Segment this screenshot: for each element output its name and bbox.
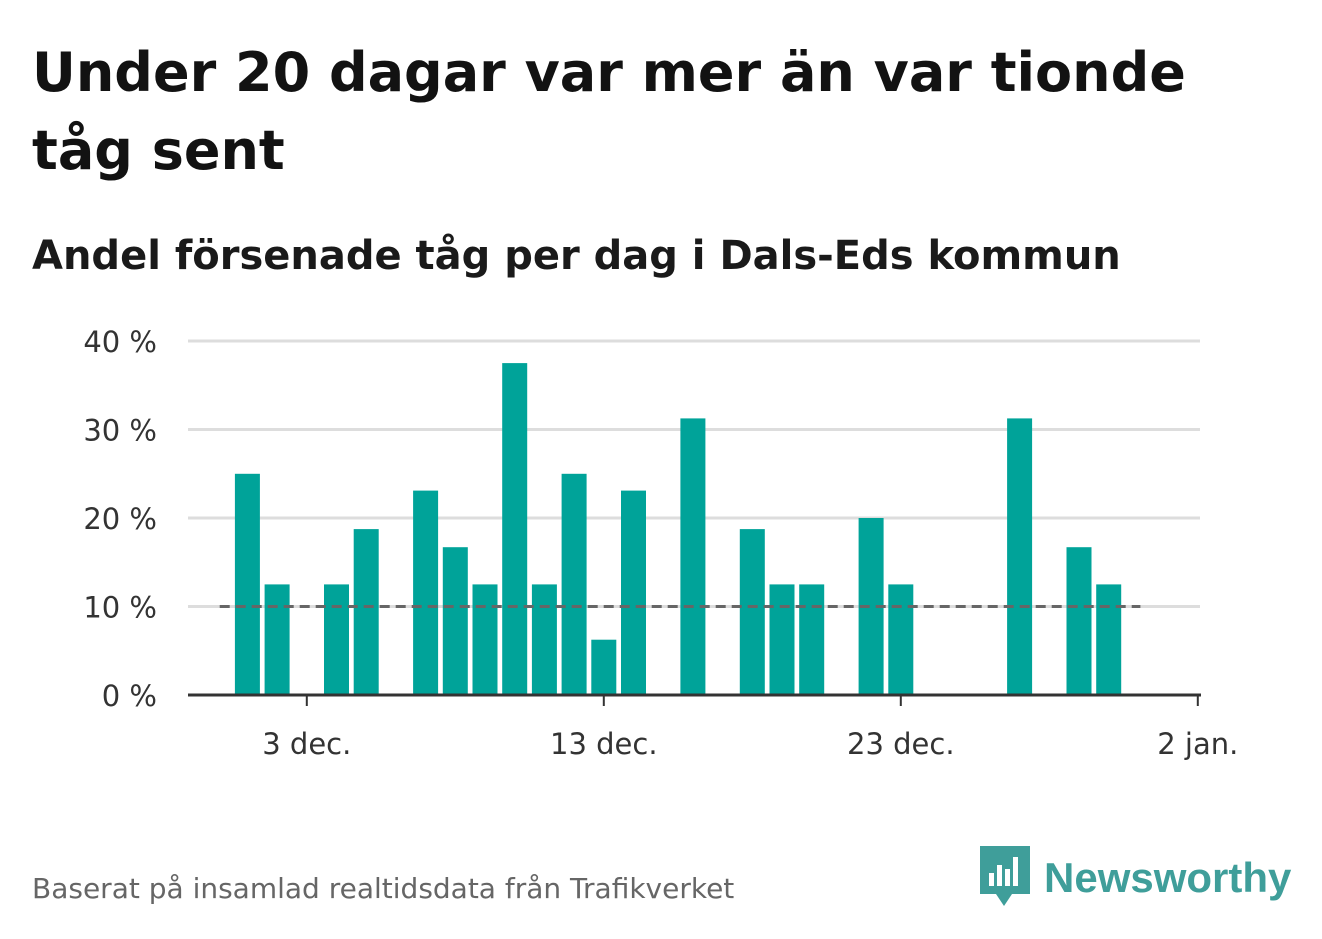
bar xyxy=(502,363,528,695)
bar xyxy=(1066,547,1092,695)
brand-logo: Newsworthy xyxy=(980,846,1291,910)
x-tick-label: 2 jan. xyxy=(1157,727,1238,761)
bar xyxy=(591,639,617,695)
x-tick-label: 23 dec. xyxy=(847,727,955,761)
bars xyxy=(234,363,1122,696)
bar-chart: 0 % 10 % 20 % 30 % 40 % 3 dec. 13 dec. 23 dec. 2… xyxy=(83,325,1238,761)
y-tick-label: 40 % xyxy=(83,325,157,359)
bar xyxy=(472,584,498,695)
y-tick-label: 10 % xyxy=(83,591,157,625)
bar xyxy=(799,584,825,695)
axes: 0 % 10 % 20 % 30 % 40 % 3 dec. 13 dec. 23 dec. 2… xyxy=(83,325,1238,761)
bar xyxy=(739,529,765,695)
bar xyxy=(561,473,587,696)
bar xyxy=(442,547,468,695)
x-tick-label: 13 dec. xyxy=(550,727,658,761)
newsworthy-logo-icon xyxy=(980,846,1030,906)
bar xyxy=(353,529,379,695)
bar xyxy=(264,584,290,695)
chart-title: Under 20 dagar var mer än var tionde tåg… xyxy=(32,41,1186,182)
bar xyxy=(413,490,439,695)
bar xyxy=(680,418,706,695)
bar xyxy=(234,473,260,696)
brand-name: Newsworthy xyxy=(1044,854,1292,901)
bar xyxy=(1096,584,1122,695)
y-tick-label: 20 % xyxy=(83,502,157,536)
x-tick-label: 3 dec. xyxy=(262,727,351,761)
y-tick-label: 0 % xyxy=(102,679,157,713)
bar xyxy=(769,584,795,695)
bar xyxy=(531,584,557,695)
source-note: Baserat på insamlad realtidsdata från Tr… xyxy=(32,872,735,905)
y-tick-label: 30 % xyxy=(83,414,157,448)
bar xyxy=(888,584,914,695)
bar xyxy=(324,584,349,695)
bar xyxy=(1007,418,1033,695)
chart-subtitle: Andel försenade tåg per dag i Dals-Eds k… xyxy=(32,233,1121,279)
bar xyxy=(621,490,646,695)
